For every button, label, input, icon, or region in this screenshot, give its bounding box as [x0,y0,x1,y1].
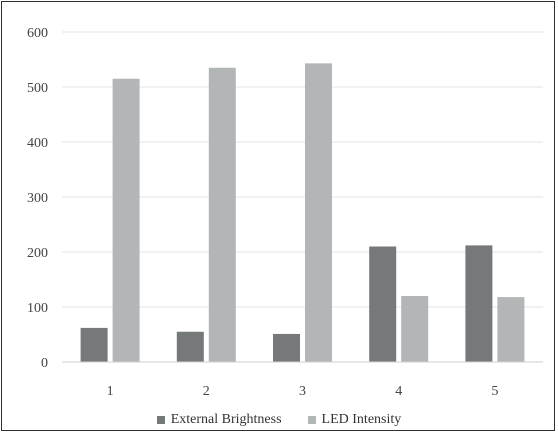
legend-label-led-intensity: LED Intensity [321,412,402,427]
bar-series-1-category-1 [80,327,108,362]
bar-series-1-category-2 [176,331,204,362]
y-tick-label-200: 200 [27,246,48,261]
bar-series-1-category-5 [465,245,493,362]
x-tick-label-4: 4 [395,384,402,399]
x-tick-label-1: 1 [107,384,114,399]
legend-item-led-intensity: LED Intensity [307,412,402,428]
y-tick-label-0: 0 [41,356,48,371]
y-tick-label-600: 600 [27,26,48,41]
y-tick-label-400: 400 [27,136,48,151]
bar-series-2-category-2 [208,67,236,362]
x-tick-label-5: 5 [491,384,498,399]
x-tick-label-3: 3 [299,384,306,399]
x-axis-tick-labels: 1 2 3 4 5 [107,384,499,399]
bars [80,63,525,362]
y-tick-label-100: 100 [27,301,48,316]
legend-label-external-brightness: External Brightness [170,412,282,427]
legend-item-external-brightness: External Brightness [156,412,282,428]
legend: External Brightness LED Intensity [0,410,558,430]
bar-series-1-category-3 [273,333,300,362]
bar-series-2-category-5 [497,297,525,362]
gridlines [62,31,543,308]
y-tick-label-500: 500 [27,81,48,96]
bar-series-2-category-1 [112,78,140,362]
legend-swatch-external-brightness [156,416,165,424]
x-tick-label-2: 2 [203,384,210,399]
bar-series-2-category-4 [401,296,429,362]
legend-swatch-led-intensity [307,416,316,424]
bar-series-2-category-3 [305,63,332,362]
bar-series-1-category-4 [369,246,397,362]
y-axis-tick-labels: 0 100 200 300 400 500 600 [27,26,48,371]
y-tick-label-300: 300 [27,191,48,206]
